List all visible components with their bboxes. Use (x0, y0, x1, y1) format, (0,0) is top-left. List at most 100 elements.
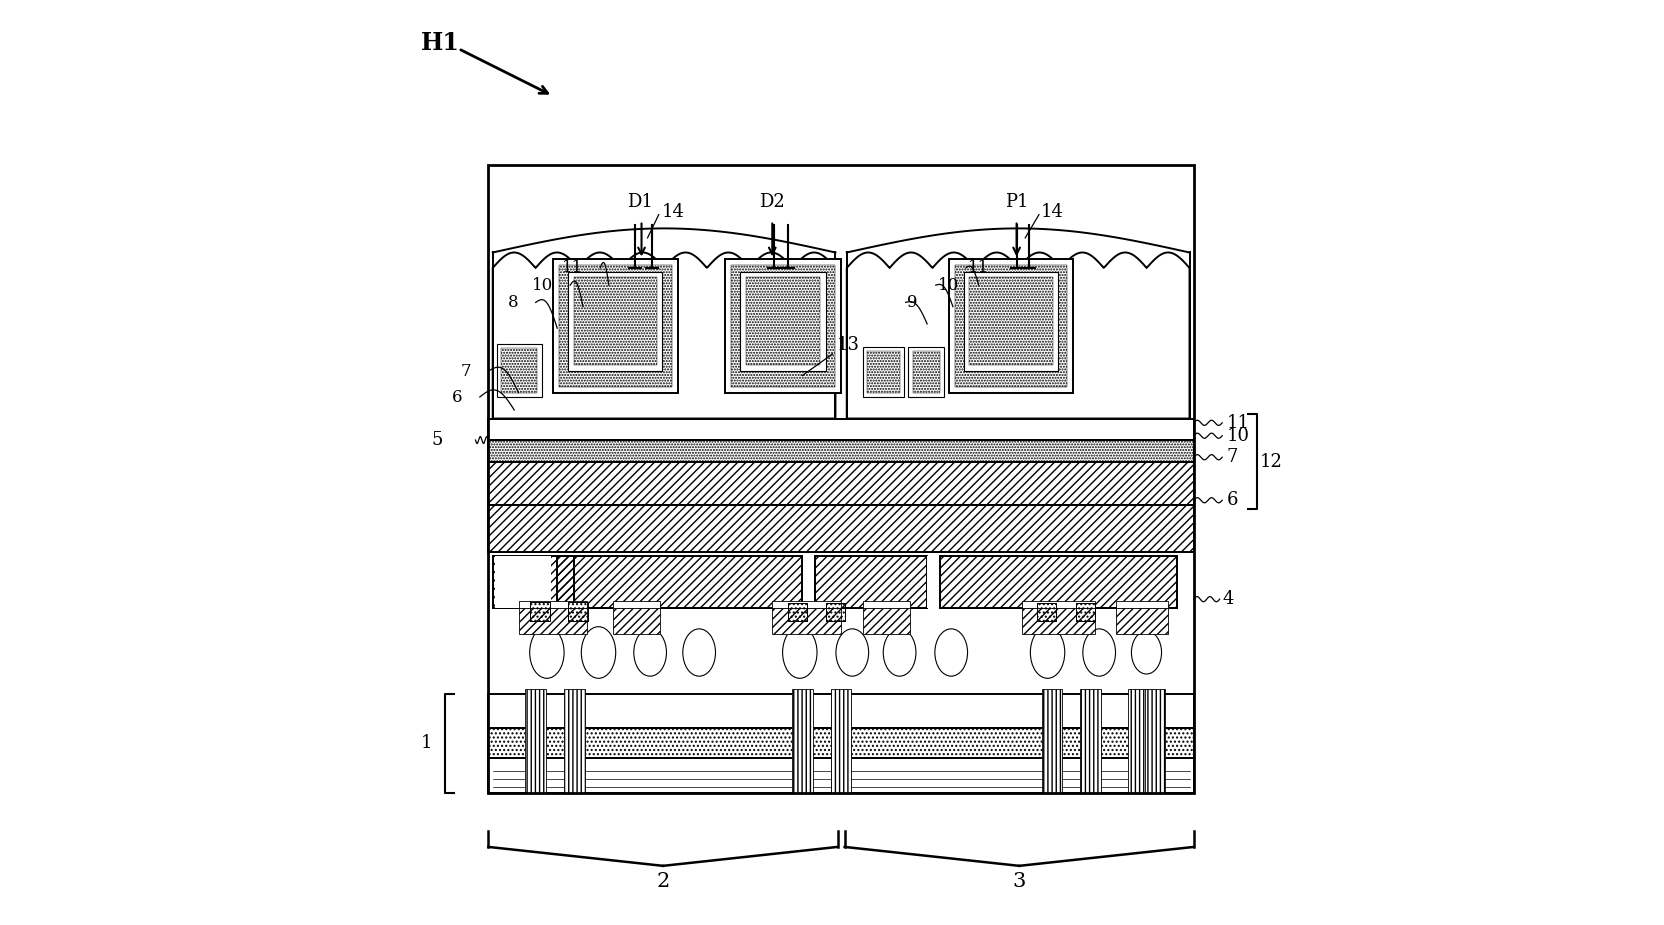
Bar (730, 265, 835, 387)
Bar (552, 259, 677, 393)
Bar (724, 259, 840, 393)
Bar (493, 556, 574, 608)
Text: 12: 12 (1260, 452, 1283, 471)
Bar (963, 272, 1057, 371)
Bar (825, 603, 845, 621)
Bar (526, 689, 546, 793)
Bar (830, 689, 850, 793)
Bar (501, 348, 537, 393)
Bar (1080, 689, 1100, 793)
Ellipse shape (882, 629, 915, 676)
Bar (1037, 603, 1055, 621)
Text: 4: 4 (1221, 590, 1233, 608)
Bar (825, 603, 845, 621)
Bar (612, 601, 661, 608)
Ellipse shape (782, 627, 817, 678)
Bar (488, 462, 1193, 504)
Bar (787, 603, 805, 621)
Ellipse shape (934, 629, 967, 676)
Bar (862, 347, 904, 397)
Bar (493, 556, 574, 608)
Bar (529, 602, 551, 621)
Text: 1: 1 (421, 734, 433, 752)
Bar (567, 602, 587, 621)
Text: 14: 14 (1040, 204, 1063, 221)
Bar (488, 758, 1193, 793)
Bar (488, 694, 1193, 728)
Text: 10: 10 (1226, 426, 1248, 445)
Bar (907, 347, 943, 397)
Bar (862, 601, 909, 608)
Text: D2: D2 (759, 192, 785, 211)
Text: 7: 7 (461, 363, 471, 379)
Bar (567, 602, 587, 621)
Bar (867, 352, 899, 393)
Bar (488, 728, 1193, 758)
Bar (557, 556, 802, 608)
Text: 5: 5 (431, 431, 443, 449)
Text: 3: 3 (1012, 872, 1025, 891)
Bar (1115, 601, 1166, 608)
Ellipse shape (1082, 629, 1115, 676)
Bar (815, 556, 927, 608)
Text: 8: 8 (508, 294, 518, 311)
Bar (518, 601, 587, 608)
Bar (1022, 601, 1095, 608)
Bar (940, 556, 1176, 608)
Text: 9: 9 (907, 294, 917, 311)
Bar (564, 689, 584, 793)
Bar (948, 259, 1073, 393)
Text: 7: 7 (1226, 449, 1236, 466)
Bar (488, 418, 1193, 440)
Bar (567, 272, 662, 371)
Bar (912, 352, 940, 393)
Bar (488, 504, 1193, 552)
Bar (862, 608, 909, 634)
Ellipse shape (1132, 631, 1161, 674)
Bar (953, 265, 1067, 387)
Text: 10: 10 (937, 277, 958, 293)
Bar (488, 504, 1193, 552)
Polygon shape (847, 253, 1188, 418)
Bar (772, 608, 840, 634)
Text: 11: 11 (967, 260, 988, 277)
Bar (488, 440, 1193, 462)
Bar (1022, 608, 1095, 634)
Bar (1037, 603, 1055, 621)
Bar (559, 265, 671, 387)
Bar (792, 689, 812, 793)
Ellipse shape (529, 627, 564, 678)
Bar (557, 556, 802, 608)
Text: 10: 10 (531, 277, 552, 293)
Bar (740, 272, 825, 371)
Text: 2: 2 (656, 872, 669, 891)
Text: 13: 13 (837, 337, 859, 354)
Bar (1042, 689, 1062, 793)
Bar (940, 556, 1176, 608)
Bar (1145, 689, 1165, 793)
Bar (494, 556, 551, 608)
Polygon shape (493, 253, 835, 418)
Ellipse shape (1030, 627, 1065, 678)
Bar (1075, 603, 1095, 621)
Ellipse shape (581, 627, 616, 678)
Text: 6: 6 (1226, 491, 1238, 510)
Text: 14: 14 (662, 204, 684, 221)
Bar (1127, 689, 1148, 793)
Bar (529, 602, 551, 621)
Text: H1: H1 (421, 31, 459, 55)
Bar (968, 277, 1052, 365)
Text: 11: 11 (561, 260, 582, 277)
Ellipse shape (835, 629, 869, 676)
Text: D1: D1 (627, 192, 652, 211)
Bar (772, 601, 840, 608)
Text: P1: P1 (1003, 192, 1027, 211)
Bar (488, 728, 1193, 758)
Bar (496, 344, 541, 397)
Bar (488, 165, 1193, 793)
Text: 11: 11 (1226, 413, 1248, 432)
Bar (518, 608, 587, 634)
Ellipse shape (634, 629, 666, 676)
Bar (488, 440, 1193, 462)
Ellipse shape (682, 629, 716, 676)
